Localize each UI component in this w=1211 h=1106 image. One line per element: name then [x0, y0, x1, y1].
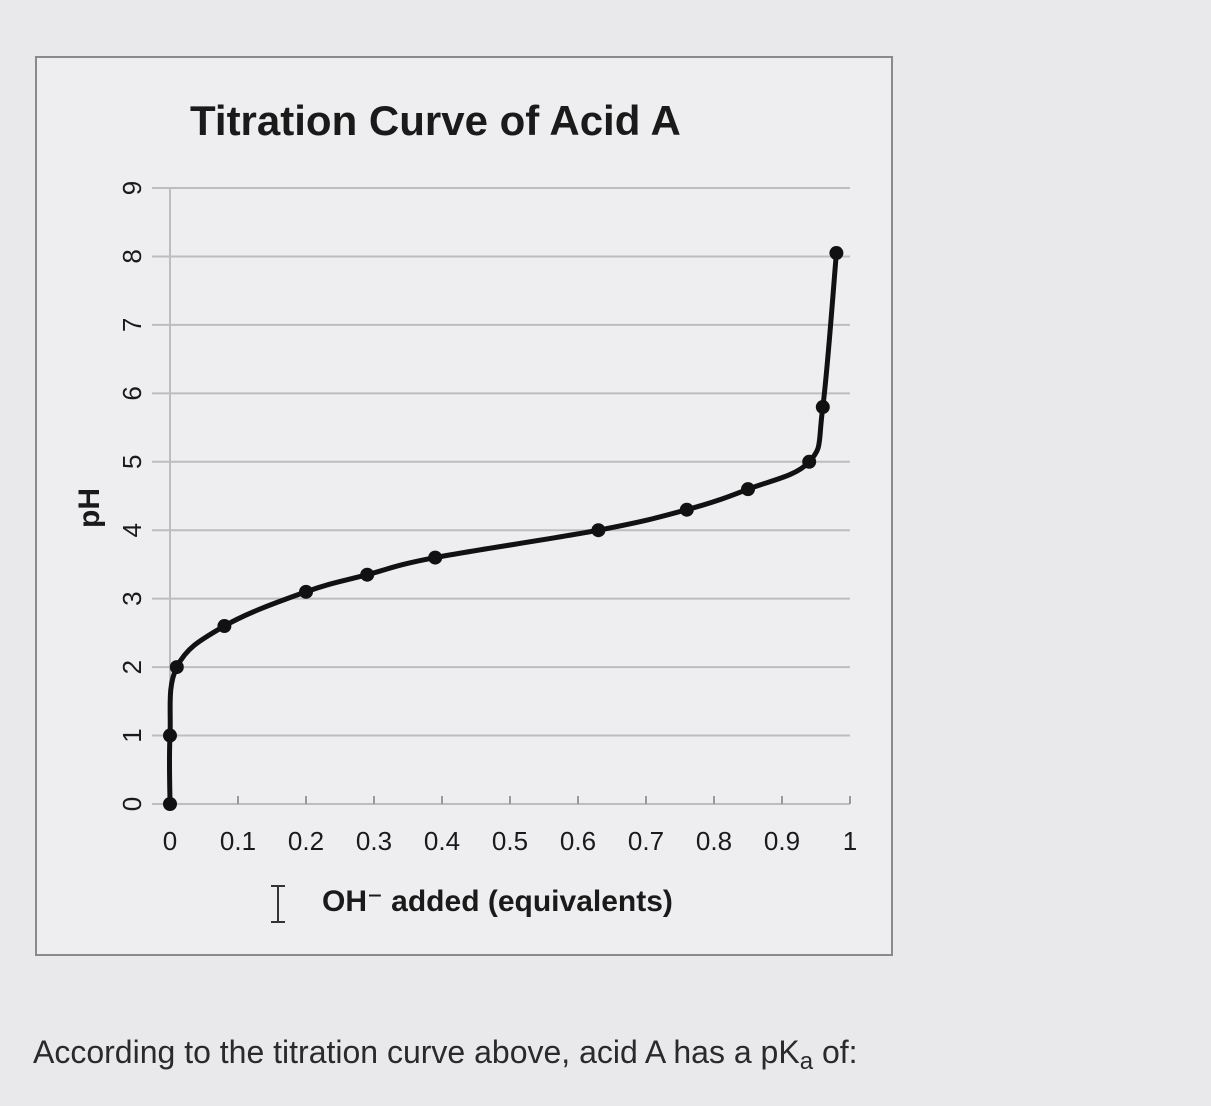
data-point-2 — [169, 660, 184, 675]
x-tick-label-9: 0.9 — [764, 826, 800, 856]
data-point-6 — [428, 550, 443, 565]
y-tick-label-3: 3 — [117, 591, 147, 605]
x-axis-ticks — [169, 796, 851, 804]
y-axis-tick-labels: 0 1 2 3 4 5 6 7 8 9 — [117, 181, 147, 811]
text-cursor-icon — [271, 885, 285, 923]
question-text: According to the titration curve above, … — [33, 1034, 858, 1076]
y-tick-label-7: 7 — [117, 318, 147, 332]
data-point-0 — [163, 797, 177, 811]
data-point-5 — [360, 567, 375, 582]
x-tick-label-8: 0.8 — [696, 826, 732, 856]
data-point-1 — [163, 728, 177, 743]
question-text-end: of: — [813, 1034, 858, 1070]
y-tick-label-5: 5 — [117, 455, 147, 469]
question-text-main: According to the titration curve above, … — [33, 1034, 800, 1070]
x-tick-label-7: 0.7 — [628, 826, 664, 856]
x-axis-title: OH⁻ added (equivalents) — [322, 885, 673, 918]
data-point-3 — [217, 619, 232, 634]
data-point-10 — [802, 454, 817, 469]
titration-curve-line — [166, 250, 839, 807]
x-tick-label-3: 0.3 — [356, 826, 392, 856]
y-tick-label-0: 0 — [117, 797, 147, 811]
gridlines — [152, 187, 850, 805]
x-tick-label-2: 0.2 — [288, 826, 324, 856]
chart-panel: Titration Curve of Acid A 0 1 2 3 4 5 6 7 8 9 0 0.… — [35, 56, 893, 956]
y-tick-label-6: 6 — [117, 386, 147, 400]
x-tick-label-5: 0.5 — [492, 826, 528, 856]
y-tick-label-8: 8 — [117, 249, 147, 263]
x-tick-label-4: 0.4 — [424, 826, 460, 856]
y-tick-label-2: 2 — [117, 660, 147, 674]
x-axis-tick-labels: 0 0.1 0.2 0.3 0.4 0.5 0.6 0.7 0.8 0.9 1 — [163, 826, 857, 856]
data-points — [163, 246, 844, 811]
y-tick-label-1: 1 — [117, 728, 147, 742]
data-point-11 — [815, 400, 830, 415]
question-subscript: a — [799, 1048, 814, 1075]
x-tick-label-10: 1 — [843, 826, 857, 856]
y-axis-title: pH — [73, 488, 106, 528]
data-point-9 — [741, 482, 755, 497]
data-point-4 — [299, 584, 313, 599]
x-tick-label-6: 0.6 — [560, 826, 596, 856]
y-tick-label-9: 9 — [117, 181, 147, 195]
chart-title: Titration Curve of Acid A — [190, 97, 681, 144]
data-point-12 — [829, 246, 844, 261]
y-tick-label-4: 4 — [117, 523, 147, 537]
x-tick-label-0: 0 — [163, 826, 177, 856]
data-point-8 — [679, 502, 694, 517]
titration-chart: Titration Curve of Acid A 0 1 2 3 4 5 6 7 8 9 0 0.… — [73, 97, 857, 918]
data-point-7 — [591, 523, 606, 538]
x-tick-label-1: 0.1 — [220, 826, 256, 856]
